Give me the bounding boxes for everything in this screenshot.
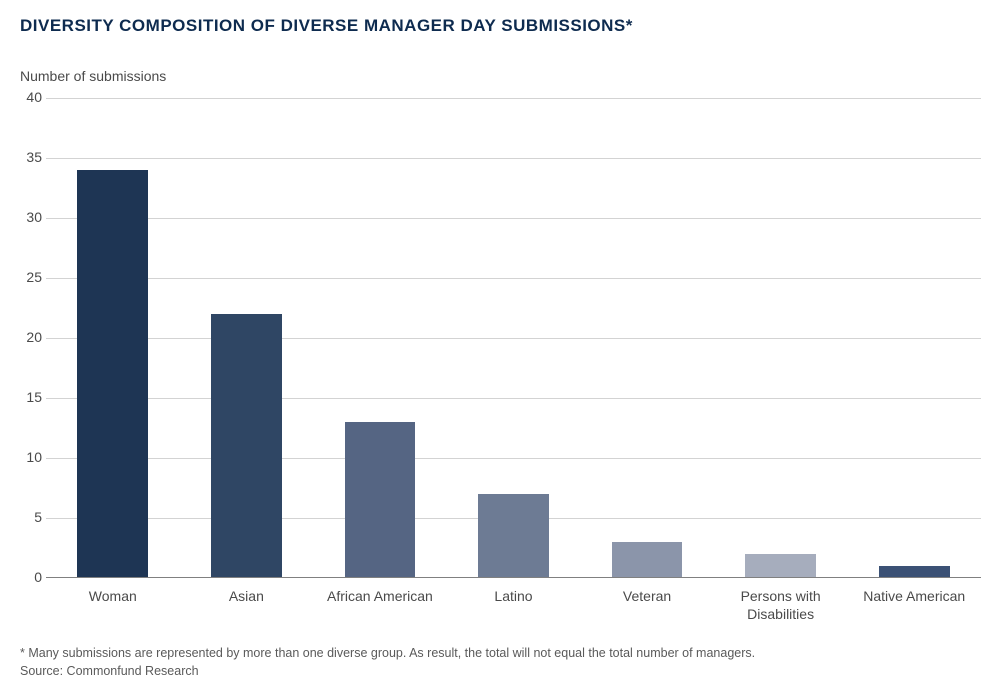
y-tick-label: 40 <box>16 89 42 105</box>
footnote-line-2: Source: Commonfund Research <box>20 664 199 678</box>
x-tick-label: Woman <box>53 588 173 606</box>
bar <box>745 554 816 578</box>
x-tick-label: Latino <box>454 588 574 606</box>
chart-container: DIVERSITY COMPOSITION OF DIVERSE MANAGER… <box>0 0 1000 690</box>
footnote-line-1: * Many submissions are represented by mo… <box>20 646 755 660</box>
y-tick-label: 20 <box>16 329 42 345</box>
chart-title: DIVERSITY COMPOSITION OF DIVERSE MANAGER… <box>20 16 633 36</box>
bar <box>77 170 148 578</box>
bars-group <box>46 98 981 578</box>
bar <box>211 314 282 578</box>
plot-area <box>46 98 981 578</box>
y-tick-label: 5 <box>16 509 42 525</box>
x-tick-label: African American <box>320 588 440 606</box>
x-tick-label: Asian <box>186 588 306 606</box>
x-tick-label: Native American <box>854 588 974 606</box>
bar <box>612 542 683 578</box>
y-tick-label: 10 <box>16 449 42 465</box>
y-tick-label: 25 <box>16 269 42 285</box>
y-tick-label: 30 <box>16 209 42 225</box>
x-tick-label: Veteran <box>587 588 707 606</box>
bar <box>478 494 549 578</box>
y-tick-label: 35 <box>16 149 42 165</box>
x-tick-label: Persons with Disabilities <box>721 588 841 623</box>
x-axis-baseline <box>46 577 981 578</box>
y-tick-label: 15 <box>16 389 42 405</box>
chart-subtitle: Number of submissions <box>20 68 166 84</box>
bar <box>345 422 416 578</box>
y-tick-label: 0 <box>16 569 42 585</box>
